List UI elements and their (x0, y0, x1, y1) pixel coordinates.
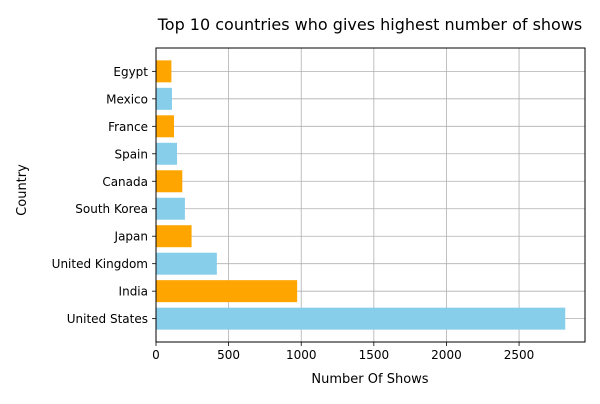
y-tick-label: Japan (114, 230, 148, 244)
bar-mexico (156, 87, 172, 110)
bar-india (156, 280, 298, 303)
y-tick-label: India (119, 285, 148, 299)
bar-united-states (156, 307, 566, 330)
x-tick-label: 1500 (359, 348, 390, 362)
bar-united-kingdom (156, 252, 217, 275)
x-tick-label: 500 (217, 348, 240, 362)
x-tick-label: 2500 (504, 348, 535, 362)
x-tick-label: 2000 (431, 348, 462, 362)
y-axis-label: Country (15, 164, 30, 216)
bar-south-korea (156, 197, 185, 220)
x-tick-label: 0 (152, 348, 160, 362)
plot-frame (155, 47, 586, 343)
x-tick-label: 1000 (286, 348, 317, 362)
bar-france (156, 115, 175, 138)
y-tick-label: Egypt (113, 65, 148, 79)
y-tick-label: Spain (114, 147, 148, 161)
y-axis-ticks: United States India United Kingdom Japan Sou… (52, 65, 156, 326)
x-axis-ticks: 0 500 1000 1500 2000 2500 (152, 342, 534, 362)
y-tick-label: France (108, 120, 148, 134)
bar-spain (156, 142, 178, 165)
bar-egypt (156, 60, 172, 83)
y-tick-label: Mexico (106, 92, 148, 106)
y-tick-label: United States (67, 312, 148, 326)
bar-canada (156, 170, 183, 193)
bars (156, 60, 566, 330)
y-tick-label: South Korea (75, 202, 148, 216)
chart-title: Top 10 countries who gives highest numbe… (157, 15, 583, 34)
x-axis-label: Number Of Shows (311, 372, 428, 387)
y-tick-label: Canada (102, 175, 148, 189)
bar-japan (156, 225, 192, 248)
grid-lines (155, 48, 585, 342)
y-tick-label: United Kingdom (52, 257, 148, 271)
